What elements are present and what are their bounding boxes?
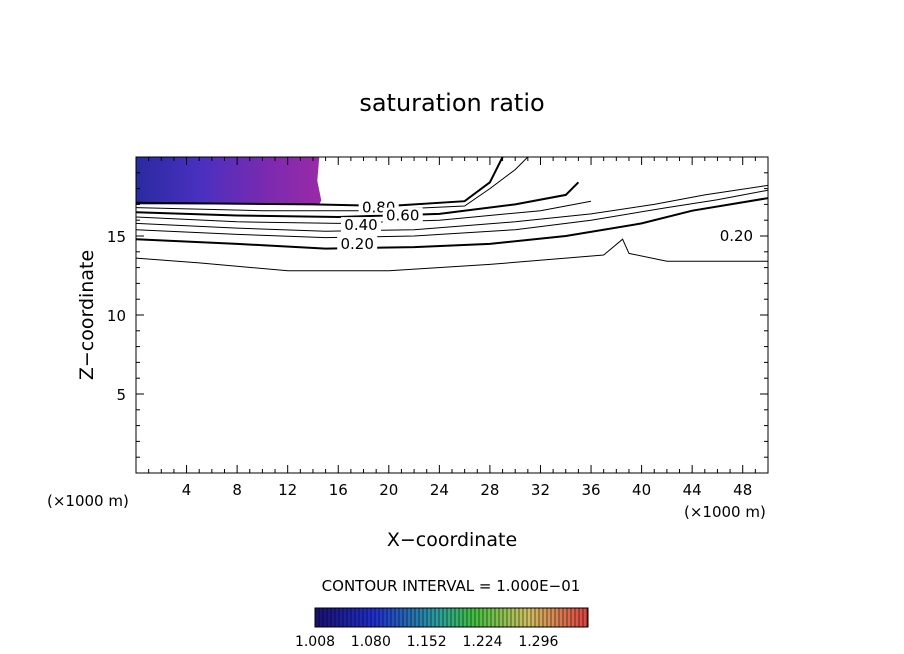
contour-interval-text: CONTOUR INTERVAL = 1.000E−01 [322, 577, 581, 595]
contour-line [136, 189, 768, 239]
x-unit-left: (×1000 m) [47, 492, 129, 510]
contour-line [136, 157, 504, 208]
contour-label-bg [716, 228, 757, 244]
chart-title: saturation ratio [359, 89, 544, 117]
x-tick-label: 8 [232, 481, 242, 499]
shaded-region [136, 157, 322, 205]
contour-line [136, 157, 529, 212]
y-axis-label: Z−coordinate [76, 250, 98, 380]
contour-label: 0.40 [344, 216, 377, 234]
contour-label: 0.20 [340, 235, 373, 253]
x-tick-label: 4 [182, 481, 192, 499]
colorbar-stripes [318, 608, 588, 627]
colorbar-tick-label: 1.224 [462, 634, 502, 650]
contour-line [136, 181, 580, 219]
y-tick-label: 5 [116, 386, 126, 404]
contour-label: 0.60 [386, 207, 419, 225]
contour-labels: 0.800.600.400.20 0.20 [337, 199, 757, 253]
x-tick-label: 12 [278, 481, 297, 499]
x-tick-label: 36 [581, 481, 600, 499]
contour-line [136, 238, 768, 272]
contour-label-bg [382, 207, 423, 223]
colorbar: 1.008 1.080 1.152 1.224 1.296 [295, 607, 589, 650]
contour-line [136, 184, 768, 232]
colorbar-ticks: 1.008 1.080 1.152 1.224 1.296 [295, 634, 559, 650]
shaded-area [136, 157, 322, 205]
x-tick-label: 48 [733, 481, 752, 499]
colorbar-tick-label: 1.152 [407, 634, 447, 650]
x-tick-label: 44 [683, 481, 702, 499]
x-axis-label: X−coordinate [387, 529, 517, 551]
contour-line [136, 197, 768, 250]
contour-label-bg [340, 217, 381, 233]
contour-label: 0.20 [720, 227, 753, 245]
x-tick-label: 20 [379, 481, 398, 499]
y-tick-label: 10 [107, 307, 126, 325]
colorbar-tick-label: 1.080 [351, 634, 391, 650]
x-tick-label: 16 [329, 481, 348, 499]
x-tick-label: 40 [632, 481, 651, 499]
x-unit-right: (×1000 m) [684, 503, 766, 521]
contour-label-bg [337, 236, 378, 252]
y-tick-label: 15 [107, 228, 126, 246]
colorbar-tick-label: 1.296 [518, 634, 558, 650]
x-tick-label: 32 [531, 481, 550, 499]
x-tick-label: 28 [480, 481, 499, 499]
x-tick-label: 24 [430, 481, 449, 499]
colorbar-tick-label: 1.008 [295, 634, 335, 650]
